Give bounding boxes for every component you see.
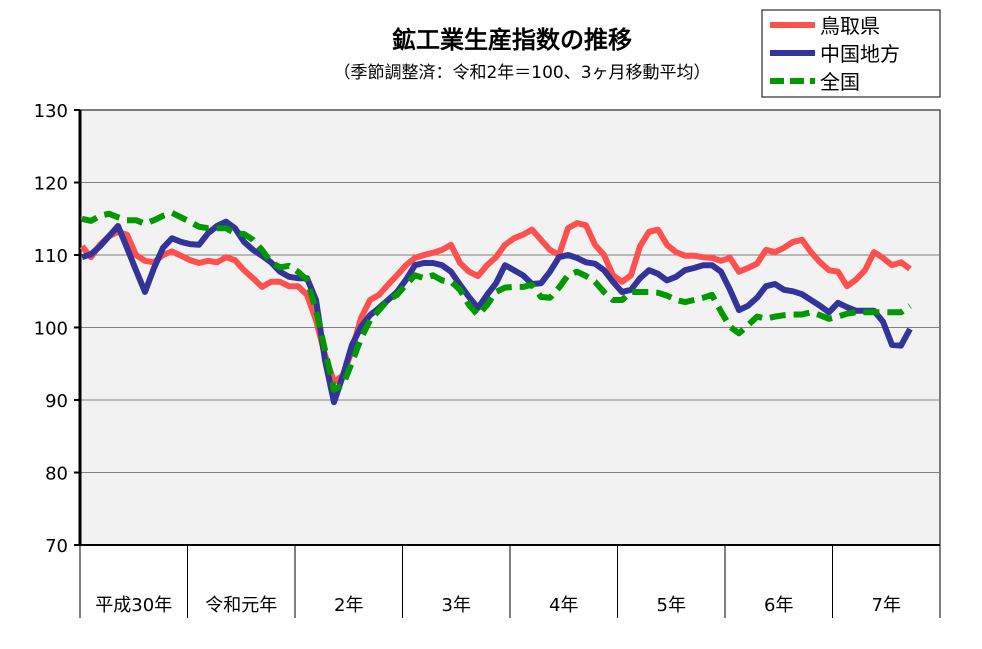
chart-title: 鉱工業生産指数の推移 [392, 26, 632, 54]
series-line-1 [79, 220, 912, 385]
x-category-label: 7年 [872, 595, 901, 616]
y-tick-label: 120 [34, 174, 68, 195]
x-category-label: 3年 [442, 595, 471, 616]
legend-label: 中国地方 [820, 42, 900, 66]
y-tick-label: 100 [34, 319, 68, 340]
y-tick-label: 130 [34, 101, 68, 122]
x-category-label: 令和元年 [205, 595, 277, 616]
x-category-label: 6年 [764, 595, 793, 616]
chart-subtitle: （季節調整済：令和2年＝100、3ヶ月移動平均） [333, 63, 710, 83]
x-category-label: 2年 [334, 595, 363, 616]
series-line-3 [81, 209, 912, 393]
y-tick-label: 80 [45, 464, 68, 485]
series-line-2 [81, 218, 913, 406]
legend-label: 鳥取県 [820, 14, 880, 38]
y-tick-label: 90 [45, 391, 68, 412]
legend-label: 全国 [820, 70, 860, 94]
y-tick-label: 70 [45, 536, 68, 557]
x-category-label: 5年 [657, 595, 686, 616]
y-tick-label: 110 [34, 246, 68, 267]
x-category-label: 平成30年 [95, 595, 172, 616]
x-category-label: 4年 [549, 595, 578, 616]
